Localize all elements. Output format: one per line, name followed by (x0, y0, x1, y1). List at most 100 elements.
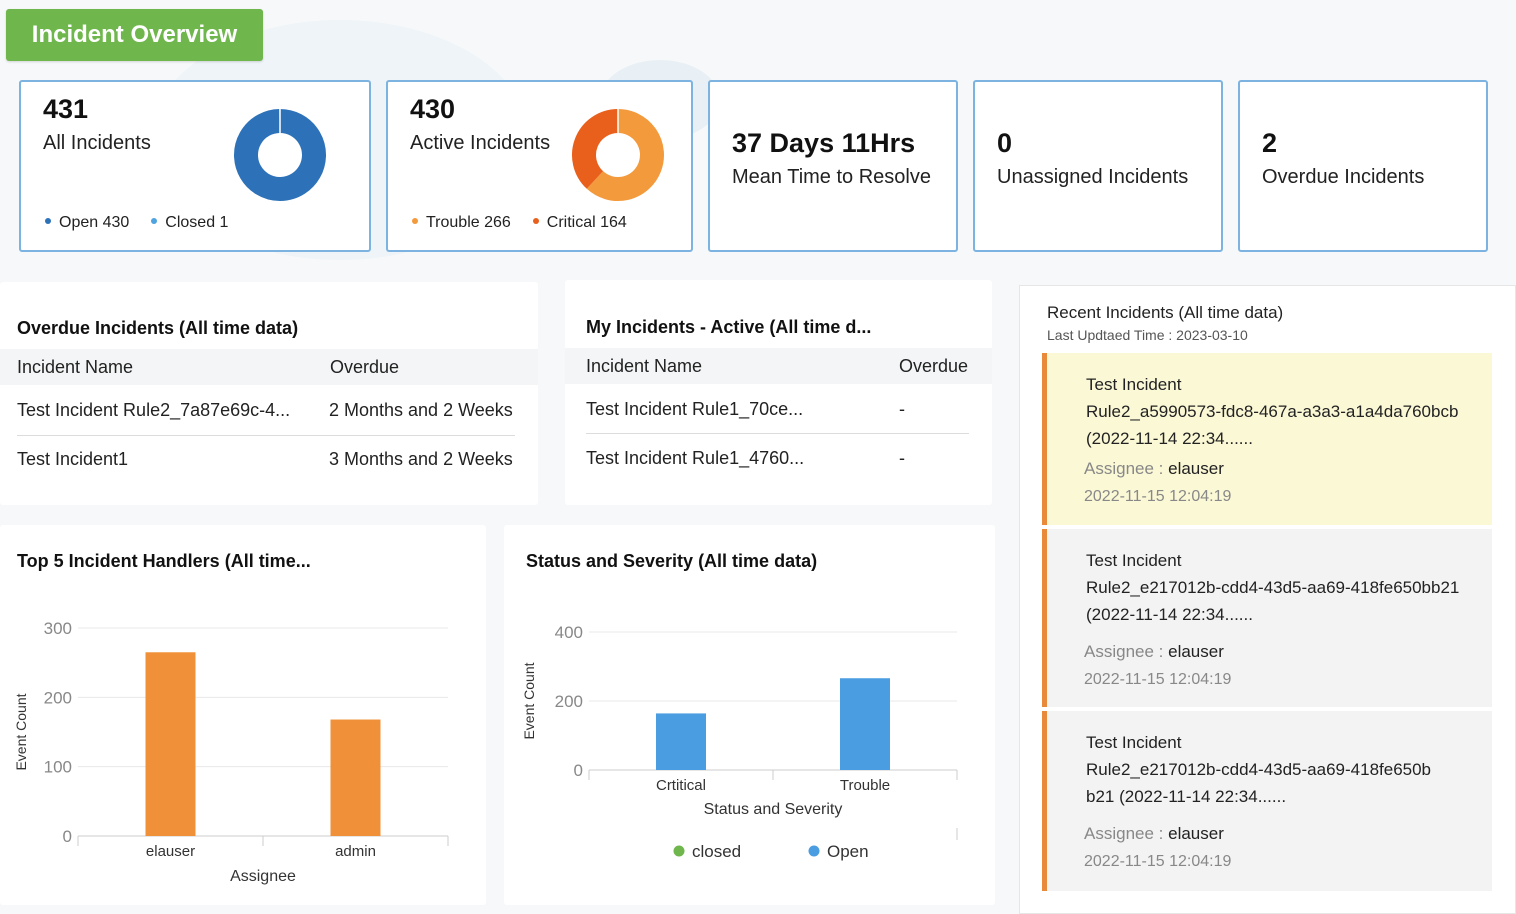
overdue-value: 2 Months and 2 Weeks (329, 400, 513, 420)
legend-dot-icon (808, 845, 820, 857)
y-tick-label: 300 (44, 619, 72, 638)
legend-item-closed[interactable]: Closed 1 (151, 214, 228, 232)
kpi-card-overdue-incidents[interactable]: 2 Overdue Incidents (1238, 80, 1488, 252)
bar[interactable] (330, 719, 381, 836)
incident-title: (2022-11-14 22:34...... (1086, 605, 1253, 624)
top-handlers-bar-chart: 0 100 200 300 elauser admin Assignee Event Coun… (13, 619, 449, 885)
top-handlers-panel: Top 5 Incident Handlers (All time... 0 10… (0, 525, 486, 905)
y-axis-label: Event Count (13, 693, 29, 770)
x-tick-label: elauser (146, 843, 195, 860)
overdue-incidents-panel: Overdue Incidents (All time data) Incide… (0, 282, 538, 505)
assignee-label: Assignee : (1084, 642, 1169, 661)
incident-title: b21 (2022-11-14 22:34...... (1086, 787, 1287, 806)
kpi-card-mean-time-to-resolve[interactable]: 37 Days 11Hrs Mean Time to Resolve (708, 80, 958, 252)
donut-slice[interactable] (572, 109, 619, 189)
panel-title: Status and Severity (All time data) (526, 551, 818, 571)
y-tick-label: 0 (63, 827, 72, 846)
table-header: Incident Name Overdue (565, 348, 992, 384)
kpi-value: 0 (997, 128, 1013, 158)
assignee-label: Assignee : (1084, 459, 1169, 478)
x-tick-label: admin (335, 843, 376, 860)
incident-timestamp: 2022-11-15 12:04:19 (1084, 671, 1232, 688)
y-tick-label: 400 (555, 623, 583, 642)
kpi-value: 37 Days 11Hrs (732, 128, 916, 158)
x-axis-label: Status and Severity (704, 801, 843, 818)
donut-slice[interactable] (234, 109, 326, 201)
bar[interactable] (145, 652, 196, 836)
panel-title: Overdue Incidents (All time data) (17, 318, 299, 338)
assignee-row: Assignee : elauser (1084, 642, 1224, 662)
incident-title: Rule2_e217012b-cdd4-43d5-aa69-418fe650bb… (1086, 578, 1460, 597)
incident-name-link[interactable]: Test Incident Rule1_4760... (586, 448, 805, 468)
status-severity-bar-chart: 0 200 400 Crtitical Trouble Status and Severi… (521, 623, 958, 861)
assignee-row: Assignee : elauser (1084, 459, 1224, 479)
active-incidents-donut-chart[interactable] (571, 108, 665, 202)
panel-title: Recent Incidents (All time data) (1047, 303, 1284, 322)
y-tick-label: 200 (44, 688, 72, 707)
incident-title: (2022-11-14 22:34...... (1086, 429, 1253, 448)
legend-label: Trouble 266 (426, 214, 511, 231)
kpi-label: Overdue Incidents (1262, 166, 1425, 188)
incident-name-link[interactable]: Test Incident Rule2_7a87e69c-4... (17, 400, 291, 420)
legend-dot-icon (151, 217, 158, 224)
kpi-label: Unassigned Incidents (997, 166, 1189, 188)
kpi-value: 431 (43, 94, 89, 124)
legend-label: Open 430 (59, 214, 130, 231)
legend-dot-icon (532, 217, 539, 224)
y-tick-label: 200 (555, 692, 583, 711)
column-header[interactable]: Incident Name (586, 356, 703, 376)
kpi-label: All Incidents (43, 132, 151, 154)
kpi-value: 2 (1262, 128, 1278, 158)
legend-dot-icon (673, 845, 685, 857)
column-header[interactable]: Overdue (899, 356, 969, 376)
y-axis-label: Event Count (521, 662, 537, 739)
kpi-card-unassigned-incidents[interactable]: 0 Unassigned Incidents (973, 80, 1223, 252)
recent-incidents-panel: Recent Incidents (All time data) Last Up… (1019, 285, 1516, 914)
last-updated-text: Last Updtaed Time : 2023-03-10 (1047, 327, 1248, 343)
x-axis-label: Assignee (230, 868, 296, 885)
panel-title: My Incidents - Active (All time d... (586, 317, 872, 337)
legend-label[interactable]: Open (827, 842, 869, 861)
assignee-value: elauser (1168, 459, 1224, 478)
legend-label: Critical 164 (546, 214, 627, 231)
overdue-value: - (899, 448, 905, 468)
incident-name-link[interactable]: Test Incident1 (17, 449, 129, 469)
legend-item-open[interactable]: Open 430 (45, 214, 129, 232)
assignee-value: elauser (1168, 824, 1224, 843)
incident-title: Rule2_e217012b-cdd4-43d5-aa69-418fe650b (1086, 760, 1432, 779)
incident-timestamp: 2022-11-15 12:04:19 (1084, 853, 1232, 870)
kpi-label: Mean Time to Resolve (732, 166, 931, 188)
column-header[interactable]: Overdue (330, 357, 400, 377)
recent-incident-card[interactable]: Test Incident Rule2_e217012b-cdd4-43d5-a… (1042, 529, 1492, 707)
kpi-card-active-incidents[interactable]: 430 Active Incidents Trouble 266 Critica… (386, 80, 693, 252)
legend-item-trouble[interactable]: Trouble 266 (412, 214, 511, 232)
legend-label: Closed 1 (165, 214, 229, 231)
recent-incident-card[interactable]: Test Incident Rule2_e217012b-cdd4-43d5-a… (1042, 711, 1492, 891)
bar[interactable] (840, 678, 890, 770)
overdue-value: - (899, 399, 905, 419)
table-header: Incident Name Overdue (0, 349, 538, 385)
my-incidents-panel: My Incidents - Active (All time d... Inc… (565, 280, 992, 505)
incident-title: Test Incident (1086, 375, 1182, 394)
bar[interactable] (656, 713, 706, 770)
column-header[interactable]: Incident Name (17, 357, 134, 377)
donut-slice[interactable] (586, 109, 664, 201)
panel-title: Top 5 Incident Handlers (All time... (17, 551, 311, 571)
chart-legend: Open 430 Closed 1 (45, 214, 228, 232)
page-title[interactable]: Incident Overview (6, 9, 263, 61)
row-divider (586, 433, 969, 434)
incident-name-link[interactable]: Test Incident Rule1_70ce... (586, 399, 804, 419)
legend-dot-icon (412, 217, 418, 224)
recent-incident-card[interactable]: Test Incident Rule2_a5990573-fdc8-467a-a… (1042, 353, 1492, 525)
chart-legend: Trouble 266 Critical 164 (412, 214, 627, 232)
legend-label[interactable]: closed (692, 842, 741, 861)
y-tick-label: 100 (44, 758, 72, 777)
kpi-card-all-incidents[interactable]: 431 All Incidents Open 430 Closed 1 (19, 80, 371, 252)
incident-timestamp: 2022-11-15 12:04:19 (1084, 488, 1232, 505)
legend-item-critical[interactable]: Critical 164 (532, 214, 627, 232)
x-tick-label: Trouble (840, 777, 890, 794)
all-incidents-donut-chart[interactable] (233, 108, 327, 202)
incident-title: Test Incident (1086, 551, 1182, 570)
row-divider (17, 435, 515, 436)
kpi-label: Active Incidents (410, 132, 551, 154)
